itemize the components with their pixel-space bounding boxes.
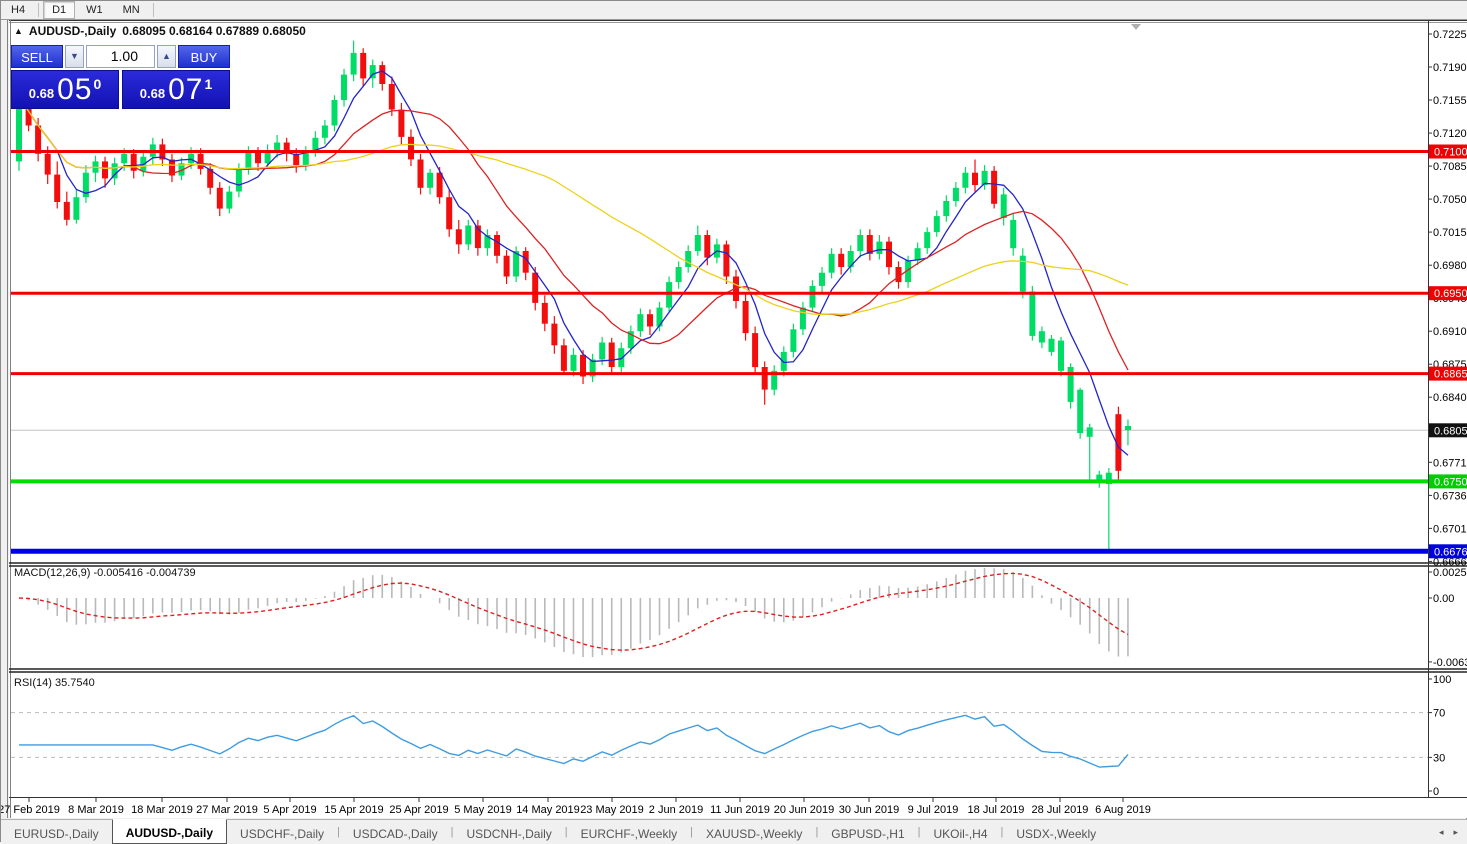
svg-text:14 May 2019: 14 May 2019 (516, 804, 580, 816)
timeframe-button-h4[interactable]: H4 (11, 4, 26, 16)
svg-text:0.66767: 0.66767 (1434, 546, 1467, 558)
svg-text:0.002574: 0.002574 (1433, 567, 1467, 579)
volume-increase-button[interactable]: ▲ (157, 45, 176, 68)
svg-text:27 Feb 2019: 27 Feb 2019 (1, 804, 60, 816)
sell-price-display[interactable]: 0.68 05 0 (11, 70, 119, 109)
toolbar-divider (152, 3, 154, 17)
svg-text:5 Apr 2019: 5 Apr 2019 (263, 804, 316, 816)
svg-text:0: 0 (1433, 786, 1439, 798)
svg-text:100: 100 (1433, 674, 1451, 686)
chart-title-bar: ▲ AUDUSD-,Daily 0.68095 0.68164 0.67889 … (14, 24, 306, 38)
svg-text:30 Jun 2019: 30 Jun 2019 (839, 804, 900, 816)
candles (16, 40, 1131, 551)
sell-price-prefix: 0.68 (28, 86, 55, 101)
chart-symbol-period: AUDUSD-,Daily (28, 24, 117, 38)
symbol-tab-ukoil-h4[interactable]: UKOil-,H4 (933, 826, 988, 841)
tab-separator: | (917, 826, 921, 838)
toolbar-divider (38, 3, 40, 17)
svg-text:6 Aug 2019: 6 Aug 2019 (1095, 804, 1151, 816)
symbol-tab-usdcnh-daily[interactable]: USDCNH-,Daily (466, 826, 552, 841)
svg-text:11 Jun 2019: 11 Jun 2019 (710, 804, 770, 816)
buy-price-display[interactable]: 0.68 07 1 (122, 70, 230, 109)
collapse-triangle-icon[interactable]: ▲ (14, 26, 23, 36)
tab-scroll-right-icon[interactable]: ▸ (1453, 826, 1458, 837)
svg-text:18 Jul 2019: 18 Jul 2019 (968, 804, 1025, 816)
svg-text:0.69503: 0.69503 (1434, 288, 1467, 300)
svg-text:28 Jul 2019: 28 Jul 2019 (1032, 804, 1089, 816)
tab-separator: | (337, 826, 340, 838)
timeframe-toolbar: H4 D1 W1 MN (1, 1, 1467, 20)
macd-histogram (27, 568, 1129, 658)
svg-text:25 Apr 2019: 25 Apr 2019 (389, 804, 448, 816)
timeframe-button-w1[interactable]: W1 (86, 4, 103, 16)
volume-decrease-button[interactable]: ▼ (65, 45, 84, 68)
symbol-tab-eurusd-daily[interactable]: EURUSD-,Daily (14, 826, 99, 841)
tab-separator: | (450, 826, 454, 838)
svg-text:20 Jun 2019: 20 Jun 2019 (774, 804, 835, 816)
svg-text:9 Jul 2019: 9 Jul 2019 (908, 804, 959, 816)
buy-button[interactable]: BUY (178, 45, 230, 68)
tab-scroll-left-icon[interactable]: ◂ (1438, 826, 1444, 837)
one-click-trade-panel: SELL ▼ 1.00 ▲ BUY 0.68 05 0 0.68 07 1 (11, 45, 230, 109)
symbol-tab-usdchf-daily[interactable]: USDCHF-,Daily (240, 826, 325, 841)
tab-separator: | (1000, 826, 1004, 838)
sell-button[interactable]: SELL (11, 45, 63, 68)
tab-separator: | (564, 826, 568, 838)
svg-text:70: 70 (1433, 708, 1445, 720)
svg-text:-0.006326: -0.006326 (1433, 657, 1467, 669)
symbol-tab-usdx-weekly[interactable]: USDX-,Weekly (1016, 826, 1097, 841)
svg-text:30: 30 (1433, 752, 1445, 764)
chart-ohlc-values: 0.68095 0.68164 0.67889 0.68050 (122, 24, 306, 38)
symbol-tab-audusd-daily[interactable]: AUDUSD-,Daily (111, 819, 228, 844)
svg-text:2 Jun 2019: 2 Jun 2019 (649, 804, 703, 816)
macd-label: MACD(12,26,9) -0.005416 -0.004739 (14, 567, 196, 579)
rsi-label: RSI(14) 35.7540 (14, 677, 95, 689)
sell-price-big: 05 (57, 72, 93, 106)
buy-price-pip: 1 (204, 75, 213, 92)
svg-text:23 May 2019: 23 May 2019 (580, 804, 644, 816)
svg-text:0.68050: 0.68050 (1434, 425, 1467, 437)
svg-text:0.71005: 0.71005 (1434, 147, 1467, 159)
symbol-tab-eurchf-weekly[interactable]: EURCHF-,Weekly (580, 826, 678, 841)
svg-text:18 Mar 2019: 18 Mar 2019 (131, 804, 193, 816)
svg-text:15 Apr 2019: 15 Apr 2019 (324, 804, 383, 816)
svg-text:0.67508: 0.67508 (1434, 476, 1467, 488)
symbol-tab-gbpusd-h1[interactable]: GBPUSD-,H1 (831, 826, 905, 841)
tab-separator: | (815, 826, 819, 838)
symbol-tab-bar: EURUSD-,Daily AUDUSD-,Daily USDCHF-,Daily |… (1, 819, 1467, 844)
timeframe-button-mn[interactable]: MN (122, 4, 140, 16)
svg-text:5 May 2019: 5 May 2019 (454, 804, 511, 816)
tab-separator: | (690, 826, 693, 838)
buy-price-prefix: 0.68 (139, 86, 166, 101)
symbol-tab-usdcad-daily[interactable]: USDCAD-,Daily (352, 826, 438, 841)
timeframe-button-d1[interactable]: D1 (43, 1, 76, 19)
volume-input[interactable]: 1.00 (86, 45, 155, 68)
svg-text:27 Mar 2019: 27 Mar 2019 (196, 804, 258, 816)
sell-price-pip: 0 (93, 75, 102, 92)
svg-text:8 Mar 2019: 8 Mar 2019 (68, 804, 124, 816)
svg-text:0.00: 0.00 (1433, 593, 1454, 605)
buy-price-big: 07 (168, 72, 204, 106)
symbol-tab-xauusd-weekly[interactable]: XAUUSD-,Weekly (705, 826, 803, 841)
